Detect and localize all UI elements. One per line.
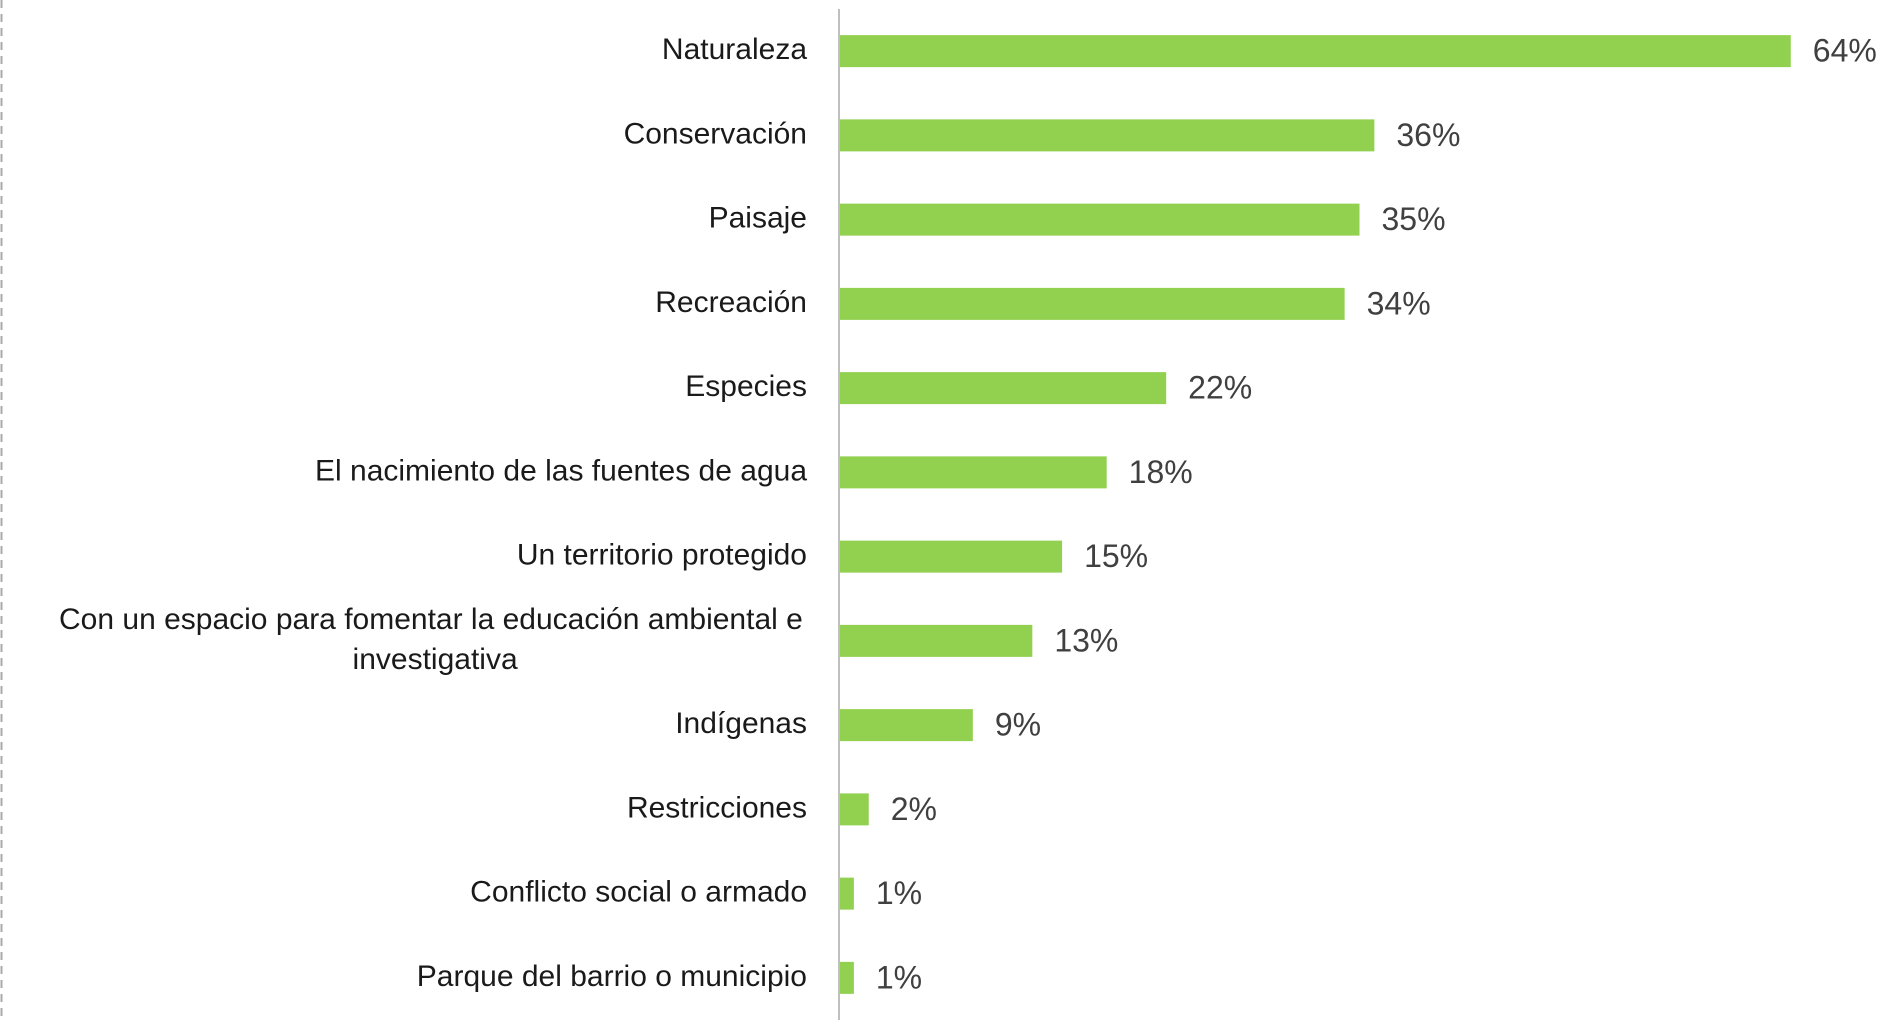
category-label: Conservación xyxy=(624,117,807,150)
bar xyxy=(839,203,1360,236)
bar xyxy=(839,540,1063,573)
value-label: 2% xyxy=(891,791,937,827)
bar xyxy=(839,624,1033,657)
value-label: 34% xyxy=(1367,285,1431,321)
bar xyxy=(839,961,854,994)
bar xyxy=(839,709,973,742)
value-label: 36% xyxy=(1396,117,1460,153)
category-label: Un territorio protegido xyxy=(517,539,807,572)
value-label: 18% xyxy=(1129,454,1193,490)
category-label: Con un espacio para fomentar la educació… xyxy=(59,603,811,676)
value-label: 13% xyxy=(1054,622,1118,658)
bar xyxy=(839,287,1345,320)
category-label: Naturaleza xyxy=(662,33,807,66)
value-label: 1% xyxy=(876,875,922,911)
bar xyxy=(839,456,1107,489)
value-label: 1% xyxy=(876,959,922,995)
bar xyxy=(839,35,1791,68)
category-label: Indígenas xyxy=(675,707,807,740)
value-label: 64% xyxy=(1813,33,1877,69)
bar xyxy=(839,793,869,826)
category-label: Restricciones xyxy=(627,791,807,824)
category-label: Parque del barrio o municipio xyxy=(417,960,807,993)
bar xyxy=(839,372,1167,405)
bar xyxy=(839,119,1375,152)
value-label: 22% xyxy=(1188,370,1252,406)
category-label: Conflicto social o armado xyxy=(470,876,807,909)
value-label: 15% xyxy=(1084,538,1148,574)
category-label: El nacimiento de las fuentes de agua xyxy=(315,454,807,487)
value-label: 35% xyxy=(1382,201,1446,237)
value-label: 9% xyxy=(995,707,1041,743)
category-label: Paisaje xyxy=(709,202,807,235)
category-label: Especies xyxy=(685,370,807,403)
category-label: Recreación xyxy=(655,286,807,319)
bar xyxy=(839,877,854,910)
